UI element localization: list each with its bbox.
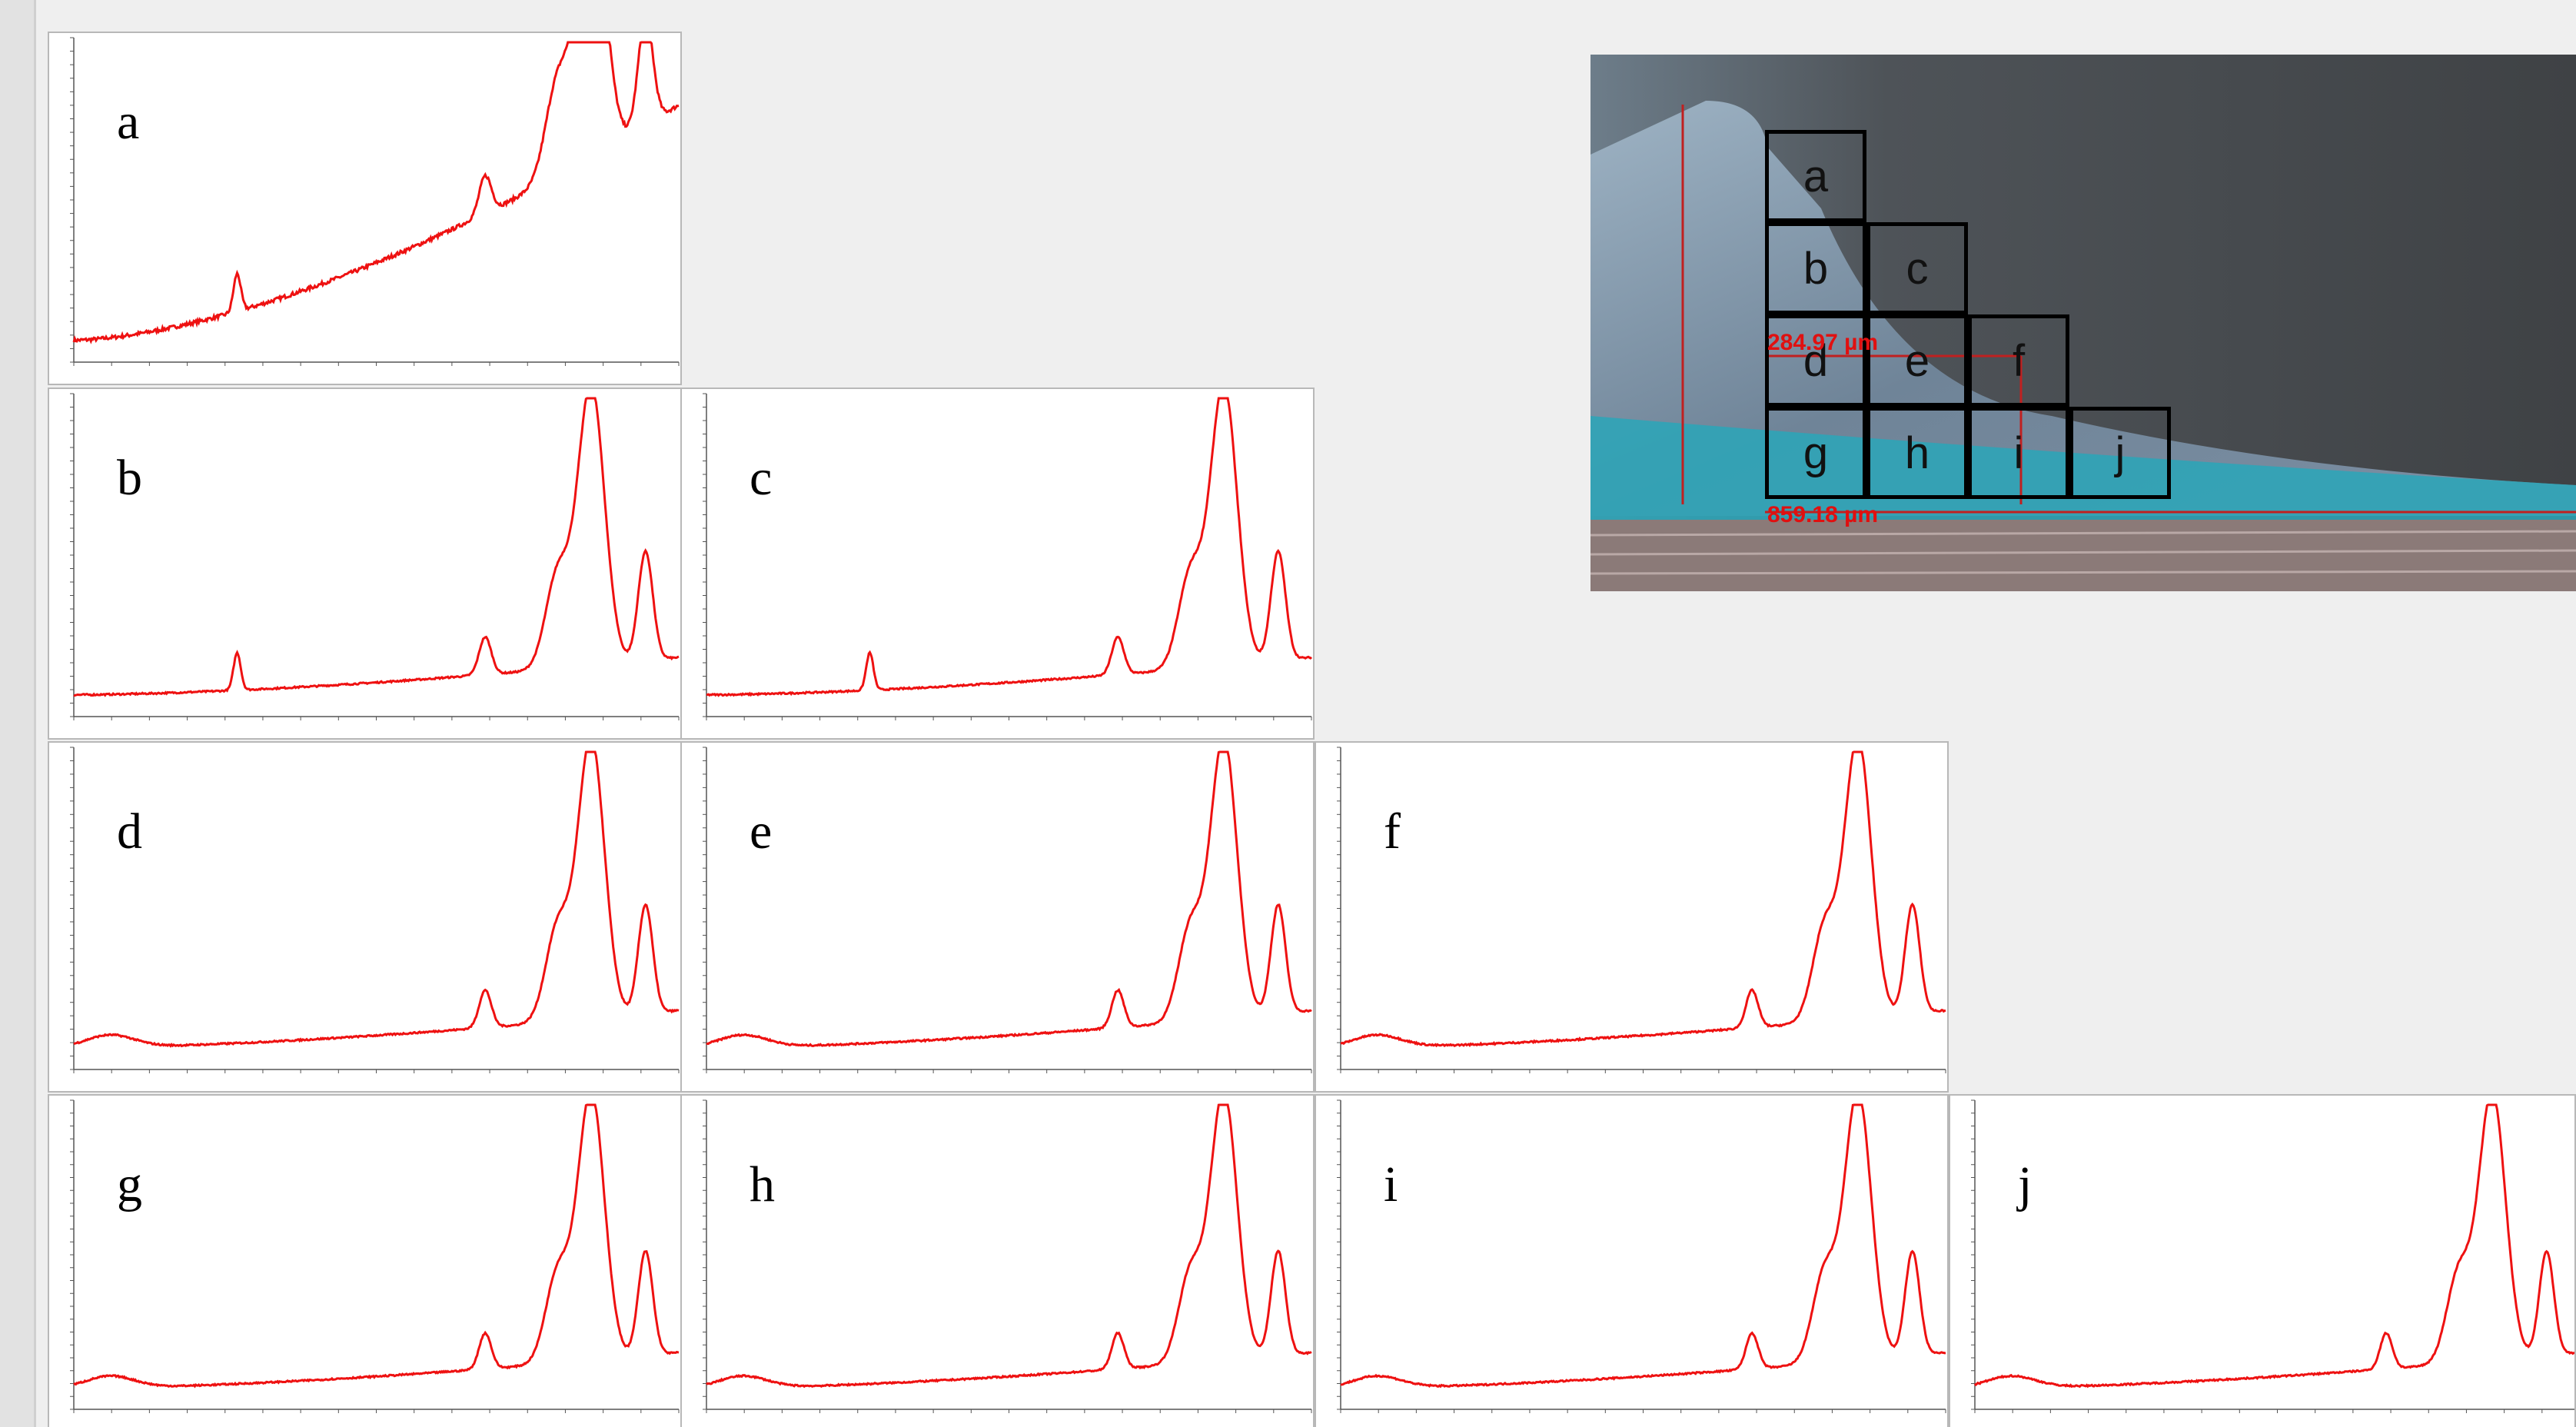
spectrum-plot <box>1316 1096 1949 1427</box>
slide: abcdefghij284.97 µm859.18 µm abcdefghij <box>0 0 2576 1427</box>
panel-label: a <box>117 93 139 151</box>
spectrum-line <box>1975 1105 2576 1386</box>
panel-label: e <box>750 803 772 861</box>
spectrum-line <box>74 1105 679 1386</box>
spectrum-panel: i <box>1315 1094 1949 1427</box>
spectrum-panel: e <box>680 741 1315 1093</box>
spectrum-plot <box>49 389 682 740</box>
grid-cell: j <box>2069 407 2171 499</box>
measurement-label: 859.18 µm <box>1767 502 1878 528</box>
panel-label: d <box>117 803 142 861</box>
spectrum-panel: a <box>48 32 682 385</box>
spectrum-panel: g <box>48 1094 682 1427</box>
grid-cell: c <box>1866 222 1968 314</box>
panel-label: g <box>117 1156 142 1214</box>
panel-label: h <box>750 1156 775 1214</box>
spectrum-plot <box>49 1096 682 1427</box>
spectrum-panel: b <box>48 388 682 740</box>
panel-label: c <box>750 449 772 507</box>
spectrum-plot <box>49 33 682 385</box>
grid-cell: f <box>1968 314 2069 407</box>
spectrum-line <box>706 1105 1311 1386</box>
grid-cell: a <box>1765 130 1866 222</box>
grid-cell: i <box>1968 407 2069 499</box>
grid-cell: b <box>1765 222 1866 314</box>
grid-cell: d <box>1765 314 1866 407</box>
spectrum-plot <box>682 1096 1315 1427</box>
spectrum-line <box>1341 1105 1946 1386</box>
spectrum-plot <box>682 743 1315 1093</box>
spectrum-line <box>706 398 1311 696</box>
panel-label: i <box>1384 1156 1398 1214</box>
micrograph-image <box>1590 55 2576 591</box>
grid-cell: h <box>1866 407 1968 499</box>
spectrum-panel: j <box>1949 1094 2576 1427</box>
spectrum-panel: f <box>1315 741 1949 1093</box>
panel-label: b <box>117 449 142 507</box>
spectrum-line <box>74 398 679 696</box>
spectrum-line <box>706 752 1311 1046</box>
side-strip <box>0 0 36 1427</box>
spectrum-plot <box>682 389 1315 740</box>
spectrum-panel: c <box>680 388 1315 740</box>
panel-label: j <box>2018 1156 2032 1214</box>
grid-cell: g <box>1765 407 1866 499</box>
grid-cell: e <box>1866 314 1968 407</box>
spectrum-panel: h <box>680 1094 1315 1427</box>
spectrum-plot <box>1316 743 1949 1093</box>
spectrum-plot <box>49 743 682 1093</box>
panel-label: f <box>1384 803 1401 861</box>
measurement-label: 284.97 µm <box>1767 330 1878 356</box>
spectrum-panel: d <box>48 741 682 1093</box>
spectrum-line <box>1341 752 1946 1046</box>
spectrum-plot <box>1950 1096 2576 1427</box>
spectrum-line <box>74 42 679 342</box>
spectrum-line <box>74 752 679 1046</box>
